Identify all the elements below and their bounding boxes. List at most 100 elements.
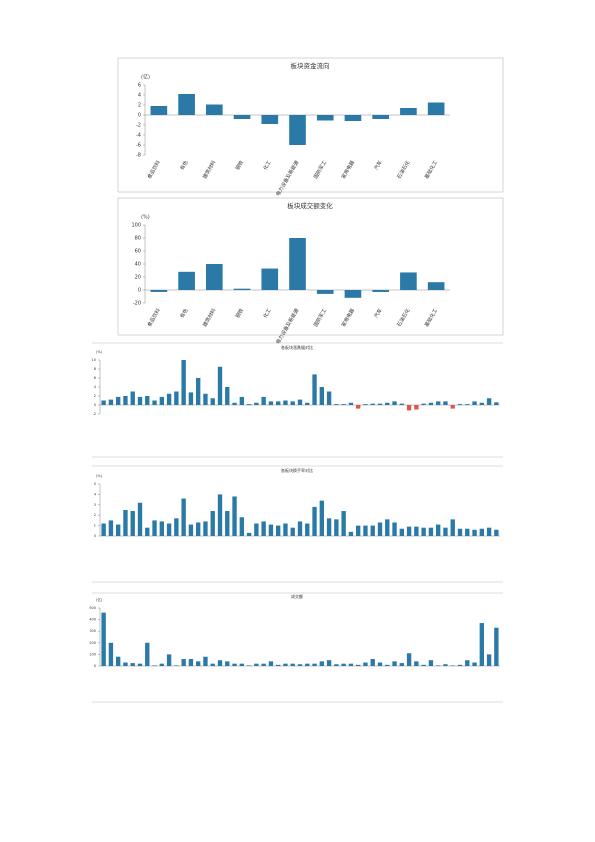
bar [377, 662, 383, 666]
y-tick-label: 4 [94, 492, 97, 496]
bar [116, 656, 121, 666]
bar [123, 662, 128, 666]
bar [276, 664, 281, 666]
bar [312, 506, 317, 536]
bar [108, 520, 114, 536]
x-tick-label: 电力设备及新能源 [274, 307, 300, 345]
bar [174, 518, 179, 536]
x-tick-label: 钢铁 [234, 159, 245, 171]
bar [414, 661, 419, 666]
bar [326, 660, 332, 666]
bar [206, 104, 223, 115]
y-tick-label: 1 [94, 524, 96, 528]
bar [348, 663, 354, 666]
y-tick-label: 2 [94, 394, 96, 398]
bar [152, 400, 157, 405]
y-axis-label: (%) [96, 350, 103, 354]
bar [428, 527, 434, 536]
bar [399, 663, 404, 666]
bar [450, 519, 455, 536]
bar [261, 396, 266, 405]
y-tick-label: 0 [138, 113, 141, 119]
x-tick-label: 家用电器 [340, 307, 356, 328]
bar [283, 523, 288, 536]
bar [356, 405, 361, 409]
bar [305, 663, 310, 666]
bar [450, 405, 455, 409]
bar [385, 519, 390, 536]
bar [232, 663, 237, 666]
bar [421, 403, 426, 405]
x-tick-label: 食品饮料 [146, 159, 162, 180]
bar [472, 401, 477, 405]
bar [181, 360, 186, 405]
y-axis-label: (%) [96, 474, 103, 478]
bar [101, 612, 106, 666]
bar [428, 402, 434, 405]
bar [494, 529, 499, 536]
bar [392, 522, 397, 536]
bar [239, 396, 244, 405]
bar [472, 662, 477, 666]
bar [145, 396, 150, 405]
bar [217, 366, 223, 405]
bar [239, 517, 244, 536]
y-tick-label: 0 [94, 664, 96, 668]
bar [145, 642, 150, 666]
bar [130, 511, 135, 536]
y-tick-label: -4 [136, 133, 141, 139]
bar [233, 115, 251, 119]
bar [436, 665, 441, 666]
bar [254, 663, 259, 666]
x-tick-label: 家用电器 [340, 159, 356, 180]
bar [414, 526, 419, 536]
bar [276, 525, 281, 536]
bar [101, 523, 106, 536]
y-tick-label: -2 [136, 123, 141, 129]
bar [363, 404, 368, 405]
bar [246, 532, 252, 536]
bar [159, 521, 164, 536]
bar [261, 521, 266, 536]
bar [406, 405, 412, 411]
chart-frame [117, 57, 504, 193]
bar [479, 623, 484, 666]
bar [225, 387, 230, 405]
bar [196, 522, 201, 536]
bar [152, 665, 157, 666]
bar [210, 511, 215, 536]
y-tick-label: 10 [92, 358, 96, 362]
chart-title: 板块成交额变化 [287, 201, 333, 210]
bar [348, 402, 354, 405]
y-tick-label: 100 [89, 652, 96, 656]
bar [289, 115, 306, 145]
bar [479, 528, 484, 536]
chart-frame [117, 197, 504, 336]
bar [108, 642, 114, 666]
bar [166, 523, 172, 536]
bar [486, 527, 492, 536]
bar [319, 387, 324, 405]
bar [174, 665, 179, 666]
bar [341, 511, 346, 536]
bar [210, 398, 215, 405]
bar [116, 524, 121, 536]
bar [465, 660, 470, 666]
y-tick-label: 6 [94, 376, 96, 380]
bar [305, 523, 310, 536]
y-tick-label: 40 [135, 262, 141, 268]
bar [123, 396, 128, 405]
bar [436, 524, 441, 536]
bar [414, 405, 419, 410]
bar [363, 662, 368, 666]
bar [377, 522, 383, 536]
x-tick-label: 化工 [262, 307, 273, 319]
bar [283, 663, 288, 666]
y-tick-label: 0 [94, 534, 96, 538]
x-tick-label: 国防军工 [312, 159, 328, 180]
bar [297, 521, 303, 536]
bar [254, 523, 259, 536]
bar [123, 510, 128, 536]
bar [159, 663, 164, 666]
